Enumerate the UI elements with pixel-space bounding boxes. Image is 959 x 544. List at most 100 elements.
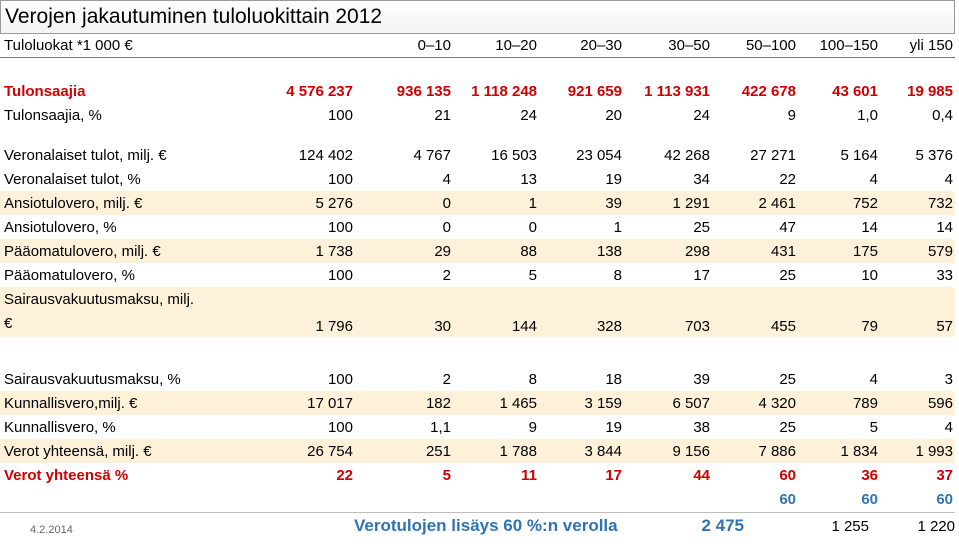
cell-value: 4 (944, 170, 953, 188)
cell-value: 25 (779, 370, 796, 388)
cell-value: 26 754 (200, 439, 355, 463)
header-col: 30–50 (624, 35, 712, 58)
cell-value: 60 (779, 466, 796, 484)
cell-value: 2 (442, 370, 451, 388)
cell-value: 182 (355, 391, 453, 415)
row-label: Kunnallisvero, % (4, 418, 116, 436)
cell-value: 4 320 (712, 391, 798, 415)
cell-value: 100 (327, 418, 353, 436)
cell-value: 6 507 (624, 391, 712, 415)
cell-value: 1 113 931 (644, 82, 710, 100)
cell-value: 1 (453, 191, 539, 215)
cell-value: 17 (693, 266, 710, 284)
cell-value: 431 (712, 239, 798, 263)
table-row: Verot yhteensä, milj. €26 754 251 1 788 3 8… (0, 439, 955, 463)
table-row: 60 60 60 (0, 487, 955, 511)
cell-value: 298 (624, 239, 712, 263)
cell-value: 455 (712, 287, 798, 337)
page-title: Verojen jakautuminen tuloluokittain 2012 (5, 5, 383, 28)
table-row: Sairausvakuutusmaksu, milj. €1 796 30 144 3… (0, 287, 955, 337)
cell-value: 17 (605, 466, 622, 484)
cell-value: 33 (936, 266, 953, 284)
cell-value: 100 (327, 266, 353, 284)
table-row: Sairausvakuutusmaksu, % 100 2 8 18 39 25 4 3 (0, 367, 955, 391)
cell-value: 9 (787, 106, 796, 124)
cell-value: 1 118 248 (471, 82, 537, 100)
header-label: Tuloluokat *1 000 € (0, 35, 200, 58)
cell-value: 19 985 (907, 82, 953, 100)
cell-value: 2 (442, 266, 451, 284)
cell-value: 42 268 (664, 146, 710, 164)
cell-value: 732 (880, 191, 955, 215)
header-col: 100–150 (798, 35, 880, 58)
cell-value: 39 (539, 191, 624, 215)
cell-value: 1 465 (453, 391, 539, 415)
spacer-row (0, 57, 955, 79)
cell-value: 5 376 (915, 146, 953, 164)
row-label: Tulonsaajia (4, 82, 86, 100)
cell-value: 60 (861, 490, 878, 508)
row-label: Verot yhteensä, milj. € (0, 439, 200, 463)
cell-value: 25 (779, 266, 796, 284)
cell-value: 27 271 (750, 146, 796, 164)
cell-value: 703 (624, 287, 712, 337)
cell-value: 4 (869, 370, 878, 388)
cell-value (355, 487, 453, 511)
cell-value: 251 (355, 439, 453, 463)
cell-value: 39 (693, 370, 710, 388)
footer-divider (0, 512, 955, 513)
cell-value: 57 (880, 287, 955, 337)
cell-value: 1 291 (624, 191, 712, 215)
table-row: Tulonsaajia 4 576 237 936 135 1 118 248 921 … (0, 79, 955, 103)
row-label: Verot yhteensä % (4, 466, 129, 484)
table-row: Veronalaiset tulot, milj. € 124 402 4 767 1… (0, 143, 955, 167)
footer-value-3: 1 220 (917, 518, 955, 535)
cell-value: 124 402 (298, 146, 353, 164)
cell-value: 8 (613, 266, 622, 284)
cell-value: 1 993 (880, 439, 955, 463)
table-row: Verot yhteensä % 22 5 11 17 44 60 36 37 (0, 463, 955, 487)
title-bar: Verojen jakautuminen tuloluokittain 2012 (0, 0, 955, 34)
cell-value: 7 886 (712, 439, 798, 463)
cell-value: 0 (355, 191, 453, 215)
header-col (200, 35, 355, 58)
cell-value: 100 (327, 106, 353, 124)
cell-value: 4 767 (413, 146, 451, 164)
header-row: Tuloluokat *1 000 € 0–10 10–20 20–30 30–50 50… (0, 35, 955, 58)
table-row: Pääomatulovero, % 100 2 5 8 17 25 10 33 (0, 263, 955, 287)
cell-value: 10 (861, 266, 878, 284)
cell-value: 3 (944, 370, 953, 388)
row-label: Sairausvakuutusmaksu, % (4, 370, 181, 388)
cell-value: 596 (880, 391, 955, 415)
row-label: Ansiotulovero, % (4, 218, 117, 236)
cell-value: 328 (539, 287, 624, 337)
cell-value: 17 017 (200, 391, 355, 415)
cell-value: 2 461 (712, 191, 798, 215)
cell-value: 16 503 (491, 146, 537, 164)
cell-value: 43 601 (832, 82, 878, 100)
row-label: Pääomatulovero, milj. € (0, 239, 200, 263)
cell-value (200, 487, 355, 511)
cell-value (624, 487, 712, 511)
cell-value: 1 738 (200, 239, 355, 263)
cell-value: 422 678 (741, 82, 796, 100)
footer-date: 4.2.2014 (30, 524, 73, 536)
cell-value: 5 (869, 418, 878, 436)
cell-value: 21 (434, 106, 451, 124)
row-label: Veronalaiset tulot, % (4, 170, 141, 188)
cell-value: 0 (442, 218, 451, 236)
cell-value: 144 (453, 287, 539, 337)
cell-value: 100 (327, 218, 353, 236)
tax-table: Tuloluokat *1 000 €0–10 10–20 20–30 30–50 50… (0, 35, 955, 511)
header-col: yli 150 (880, 35, 955, 58)
cell-value: 1,1 (430, 418, 451, 436)
header-col: 50–100 (712, 35, 798, 58)
cell-value: 30 (355, 287, 453, 337)
cell-value: 60 (779, 490, 796, 508)
spacer-row (0, 351, 955, 367)
cell-value: 19 (605, 170, 622, 188)
cell-value: 23 054 (576, 146, 622, 164)
cell-value: 34 (693, 170, 710, 188)
cell-value: 175 (798, 239, 880, 263)
cell-value: 100 (327, 370, 353, 388)
